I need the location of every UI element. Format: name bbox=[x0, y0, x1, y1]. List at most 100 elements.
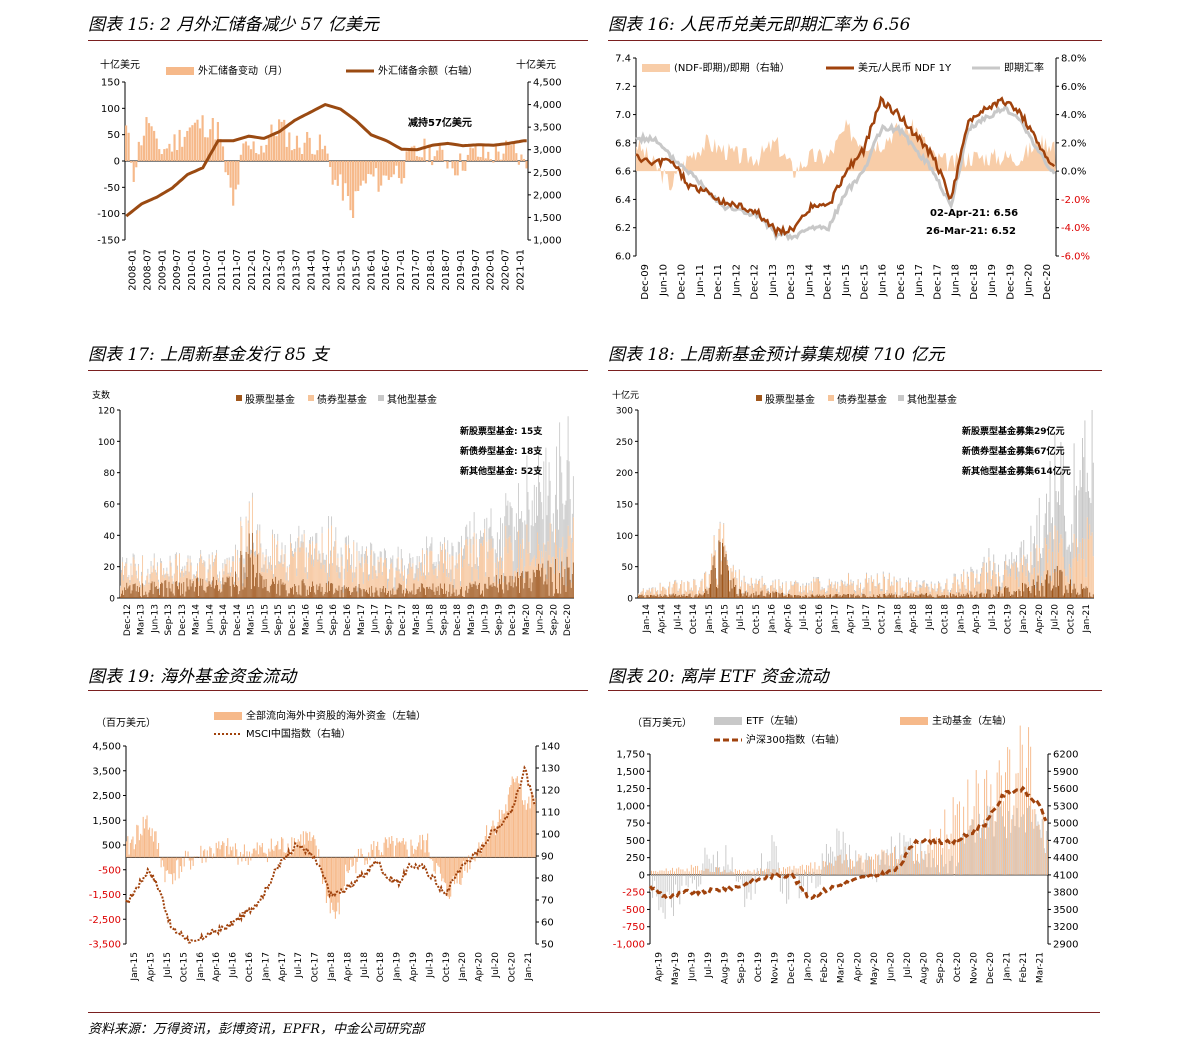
stock-bar bbox=[432, 583, 434, 598]
bond-bar bbox=[803, 591, 805, 597]
change-bar bbox=[311, 153, 314, 161]
stock-bar bbox=[718, 540, 720, 598]
stock-bar bbox=[750, 593, 752, 598]
stock-bar bbox=[132, 584, 134, 598]
bond-bar bbox=[187, 558, 189, 587]
stock-bar bbox=[483, 596, 485, 598]
flow-bar bbox=[469, 857, 471, 870]
stock-bar bbox=[873, 594, 875, 598]
bond-bar bbox=[672, 584, 674, 594]
stock-bar bbox=[146, 594, 148, 598]
bond-bar bbox=[753, 589, 755, 593]
other-bar bbox=[160, 558, 161, 563]
etf-bar bbox=[698, 874, 700, 887]
other-bar bbox=[494, 549, 496, 563]
other-bar bbox=[992, 570, 993, 576]
stock-bar bbox=[834, 594, 836, 598]
flow-bar bbox=[404, 844, 406, 858]
change-bar bbox=[193, 122, 197, 161]
stock-bar bbox=[425, 594, 426, 598]
stock-bar bbox=[239, 590, 241, 598]
flow-bar bbox=[405, 841, 407, 858]
other-bar bbox=[761, 575, 763, 578]
active-bar bbox=[868, 856, 870, 875]
bond-bar bbox=[814, 582, 816, 597]
stock-bar bbox=[363, 589, 365, 598]
stock-bar bbox=[311, 586, 312, 598]
x-tick-label: 2016-01 bbox=[366, 249, 377, 291]
flow-bar bbox=[474, 857, 476, 862]
legend-label: 股票型基金 bbox=[245, 393, 295, 406]
flow-bar bbox=[128, 854, 130, 858]
flow-bar bbox=[140, 833, 142, 858]
stock-bar bbox=[283, 584, 285, 598]
bond-bar bbox=[992, 575, 993, 597]
other-bar bbox=[367, 555, 368, 564]
other-bar bbox=[752, 583, 753, 586]
bond-bar bbox=[186, 565, 188, 579]
change-bar bbox=[334, 161, 337, 180]
other-bar bbox=[467, 536, 469, 546]
x-tick-label: Jul-17 bbox=[294, 952, 304, 979]
stock-bar bbox=[366, 589, 367, 598]
bond-bar bbox=[894, 594, 896, 598]
bond-bar bbox=[321, 533, 323, 587]
active-bar bbox=[707, 868, 709, 875]
bond-bar bbox=[900, 588, 902, 598]
bond-bar bbox=[909, 583, 911, 596]
stock-bar bbox=[439, 583, 441, 598]
bond-bar bbox=[423, 575, 424, 588]
stock-bar bbox=[1058, 585, 1059, 598]
bond-bar bbox=[449, 557, 451, 585]
bond-bar bbox=[690, 587, 692, 597]
stock-bar bbox=[306, 589, 308, 598]
bond-bar bbox=[750, 578, 752, 594]
active-bar bbox=[996, 772, 998, 875]
other-bar bbox=[416, 556, 418, 569]
other-bar bbox=[998, 564, 999, 573]
stock-bar bbox=[567, 567, 569, 598]
other-bar bbox=[492, 538, 494, 548]
bond-bar bbox=[687, 581, 689, 596]
flow-bar bbox=[529, 808, 531, 858]
other-bar bbox=[782, 582, 783, 585]
other-bar bbox=[504, 516, 506, 548]
bond-bar bbox=[373, 565, 375, 597]
stock-bar bbox=[520, 576, 522, 598]
stock-bar bbox=[450, 596, 452, 598]
bond-bar bbox=[443, 572, 444, 594]
stock-bar bbox=[988, 589, 990, 598]
other-bar bbox=[127, 577, 129, 579]
legend-swatch bbox=[308, 395, 314, 401]
bond-bar bbox=[254, 555, 255, 587]
bond-bar bbox=[356, 550, 358, 592]
other-bar bbox=[509, 502, 511, 536]
stock-bar bbox=[856, 595, 858, 598]
stock-bar bbox=[797, 594, 799, 598]
other-bar bbox=[161, 560, 163, 564]
stock-bar bbox=[860, 597, 861, 598]
etf-bar bbox=[976, 833, 978, 875]
bond-bar bbox=[238, 580, 240, 595]
x-tick-label: Mar-18 bbox=[412, 604, 422, 635]
bond-bar bbox=[159, 592, 160, 596]
bond-bar bbox=[553, 573, 555, 594]
other-bar bbox=[543, 461, 545, 543]
change-bar bbox=[183, 136, 186, 161]
x-tick-label: 2021-01 bbox=[516, 249, 527, 291]
bond-bar bbox=[283, 562, 285, 585]
etf-bar bbox=[941, 854, 943, 875]
other-bar bbox=[1035, 548, 1037, 589]
stock-bar bbox=[723, 546, 725, 598]
stock-bar bbox=[386, 594, 387, 598]
active-bar bbox=[1002, 801, 1004, 875]
flow-bar bbox=[319, 857, 321, 867]
bond-bar bbox=[284, 553, 286, 584]
stock-bar bbox=[297, 594, 299, 598]
bond-bar bbox=[554, 528, 556, 559]
bond-bar bbox=[196, 573, 197, 579]
etf-bar bbox=[1022, 814, 1024, 875]
etf-bar bbox=[999, 806, 1001, 875]
bond-bar bbox=[280, 562, 282, 579]
x-tick-label: Dec-19 bbox=[508, 604, 518, 636]
